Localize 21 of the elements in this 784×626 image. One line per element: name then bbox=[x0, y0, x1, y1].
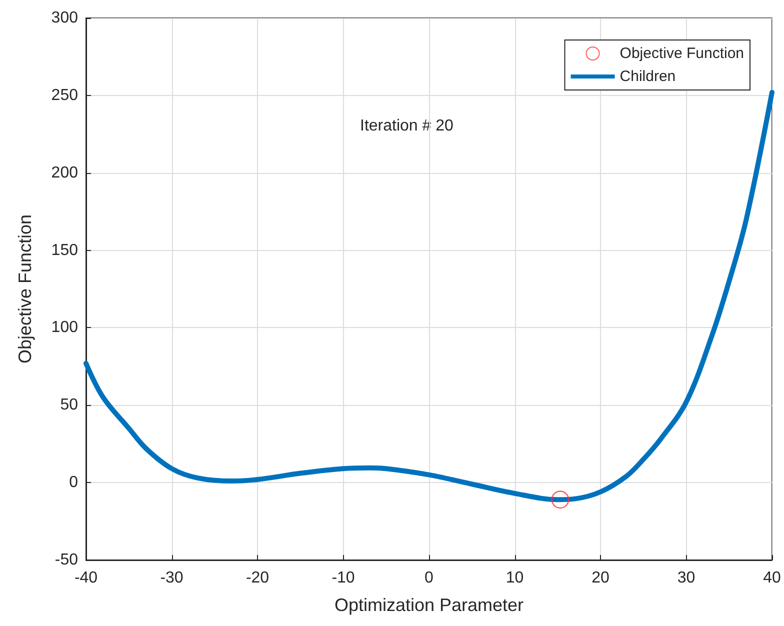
y-tick-label: 250 bbox=[51, 86, 78, 104]
y-tick-label: 50 bbox=[60, 396, 78, 414]
y-tick-label: 0 bbox=[69, 474, 78, 492]
y-tick-label: 150 bbox=[51, 242, 78, 259]
y-axis-title: Objective Function bbox=[15, 214, 35, 364]
legend-label: Children bbox=[620, 68, 676, 85]
y-tick-label: -50 bbox=[54, 552, 78, 568]
x-tick-label: 10 bbox=[506, 570, 524, 586]
legend-label: Objective Function bbox=[620, 45, 744, 62]
y-tick-label: 100 bbox=[51, 319, 78, 336]
y-tick-label: 200 bbox=[51, 164, 78, 182]
y-tick-label: 300 bbox=[51, 10, 78, 26]
x-tick-label: -40 bbox=[74, 570, 98, 586]
x-tick-label: -30 bbox=[160, 570, 184, 586]
x-tick-label: 30 bbox=[677, 570, 696, 586]
x-tick-label: 0 bbox=[424, 570, 434, 586]
x-tick-label: -20 bbox=[246, 570, 270, 586]
x-tick-label: 40 bbox=[763, 570, 781, 586]
x-tick-label: 20 bbox=[592, 570, 610, 586]
x-tick-label: -10 bbox=[332, 570, 355, 586]
x-axis-title: Optimization Parameter bbox=[334, 595, 524, 615]
